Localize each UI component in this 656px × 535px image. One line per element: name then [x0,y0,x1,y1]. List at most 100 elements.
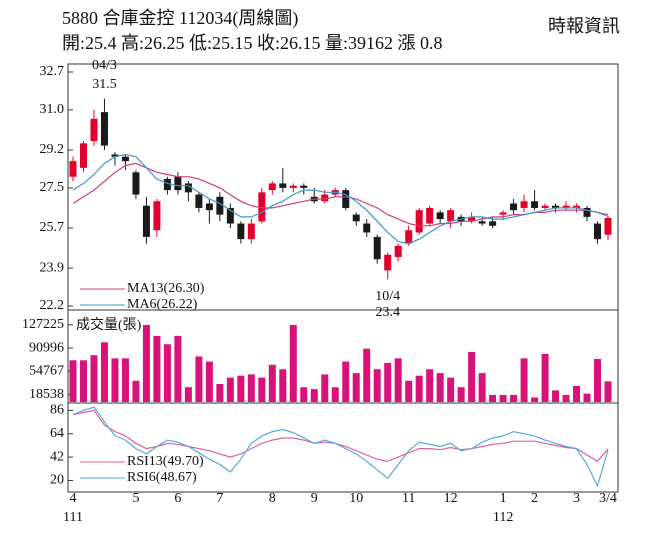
volume-bar [520,358,528,402]
candle-body [405,230,413,244]
candle-body [352,214,360,222]
y-tick-label: 25.7 [40,220,65,235]
volume-bar [405,380,413,402]
candle-body [468,216,476,222]
x-tick-label: 12 [444,491,458,506]
x-tick-label: 6 [174,491,181,506]
ma-line [72,153,609,245]
volume-bar [562,394,570,402]
volume-bar [489,394,497,402]
volume-bar [226,377,234,402]
candle-body [478,221,486,224]
annotation: 04/3 [92,58,117,73]
volume-bar [132,380,140,402]
candle-body [384,254,392,271]
y-tick-label: 23.9 [40,260,65,275]
candle-body [373,236,381,260]
volume-bar [499,394,507,402]
candle-body [436,212,444,220]
volume-bar [457,387,465,402]
volume-bar [69,360,77,402]
candle-body [573,205,581,208]
candle-body [415,210,423,233]
legend-label: RSI6(48.67) [127,470,197,485]
candle-body [184,183,192,193]
candle-body [121,156,129,162]
candle-body [163,178,171,191]
x-tick-label: 1 [500,491,507,506]
candle-body [142,205,150,237]
volume-bar [426,369,434,402]
volume-bar [184,387,192,402]
candle-body [79,143,87,168]
volume-bar [163,344,171,402]
x-tick-label: 3/4 [599,491,617,506]
rsi-line [72,409,609,463]
candle-body [499,212,507,215]
y-tick-label: 18538 [29,387,64,402]
candle-body [541,205,549,208]
volume-bar [447,377,455,402]
rsi-line [72,406,609,488]
volume-bar [205,361,213,402]
volume-bar [352,373,360,402]
annotation: 31.5 [92,77,117,92]
x-tick-label: 2 [531,491,538,506]
volume-bar [573,385,581,402]
volume-bar [321,374,329,402]
volume-bar [436,373,444,402]
volume-bar [468,351,476,402]
volume-bar [195,356,203,402]
legend-label: MA6(26.22) [127,297,198,312]
x-tick-label: 10 [349,491,363,506]
x-tick-label: 4 [70,491,77,506]
candle-body [426,207,434,224]
x-tick-label: 9 [311,491,318,506]
volume-bar [237,375,245,402]
frame [67,63,619,493]
y-tick-label: 31.0 [40,102,65,117]
volume-bar [90,355,98,402]
volume-bar [310,389,318,402]
x-tick-label: 11 [402,491,415,506]
candle-body [594,223,601,240]
candle-body [69,161,77,177]
candle-body [226,207,234,224]
year-label: 111 [63,510,83,525]
volume-bar [153,335,161,402]
volume-bar [174,335,182,402]
candle-body [342,190,350,208]
candle-body [174,176,182,191]
candle-body [205,203,213,211]
candle-body [321,194,329,202]
y-tick-label: 54767 [29,364,64,379]
y-tick-label: 22.2 [40,298,65,313]
volume-bar [279,369,287,402]
x-tick-label: 7 [216,491,223,506]
x-tick-label: 8 [269,491,276,506]
volume-bar [478,373,486,402]
ma-line [72,162,609,227]
candle-body [132,172,140,195]
volume-bar [111,358,119,402]
candle-body [195,194,203,208]
y-tick-label: 127225 [22,317,64,332]
volume-bar [415,375,423,402]
y-tick-label: 32.7 [40,64,65,79]
volume-bar [121,358,129,402]
y-tick-label: 64 [50,426,64,441]
volume-bar [289,324,297,402]
y-tick-label: 27.5 [40,180,65,195]
chart-title: 5880 合庫金控 112034(周線圖) [62,8,298,29]
candle-body [247,223,255,240]
annotation: 10/4 [375,289,400,304]
volume-bar [79,360,87,402]
candle-body [552,205,560,208]
candle-body [520,201,528,208]
candle-body [216,196,224,215]
volume-bar [594,359,601,402]
x-tick-label: 3 [573,491,580,506]
volume-bar [510,394,518,402]
volume-bar [384,362,392,402]
